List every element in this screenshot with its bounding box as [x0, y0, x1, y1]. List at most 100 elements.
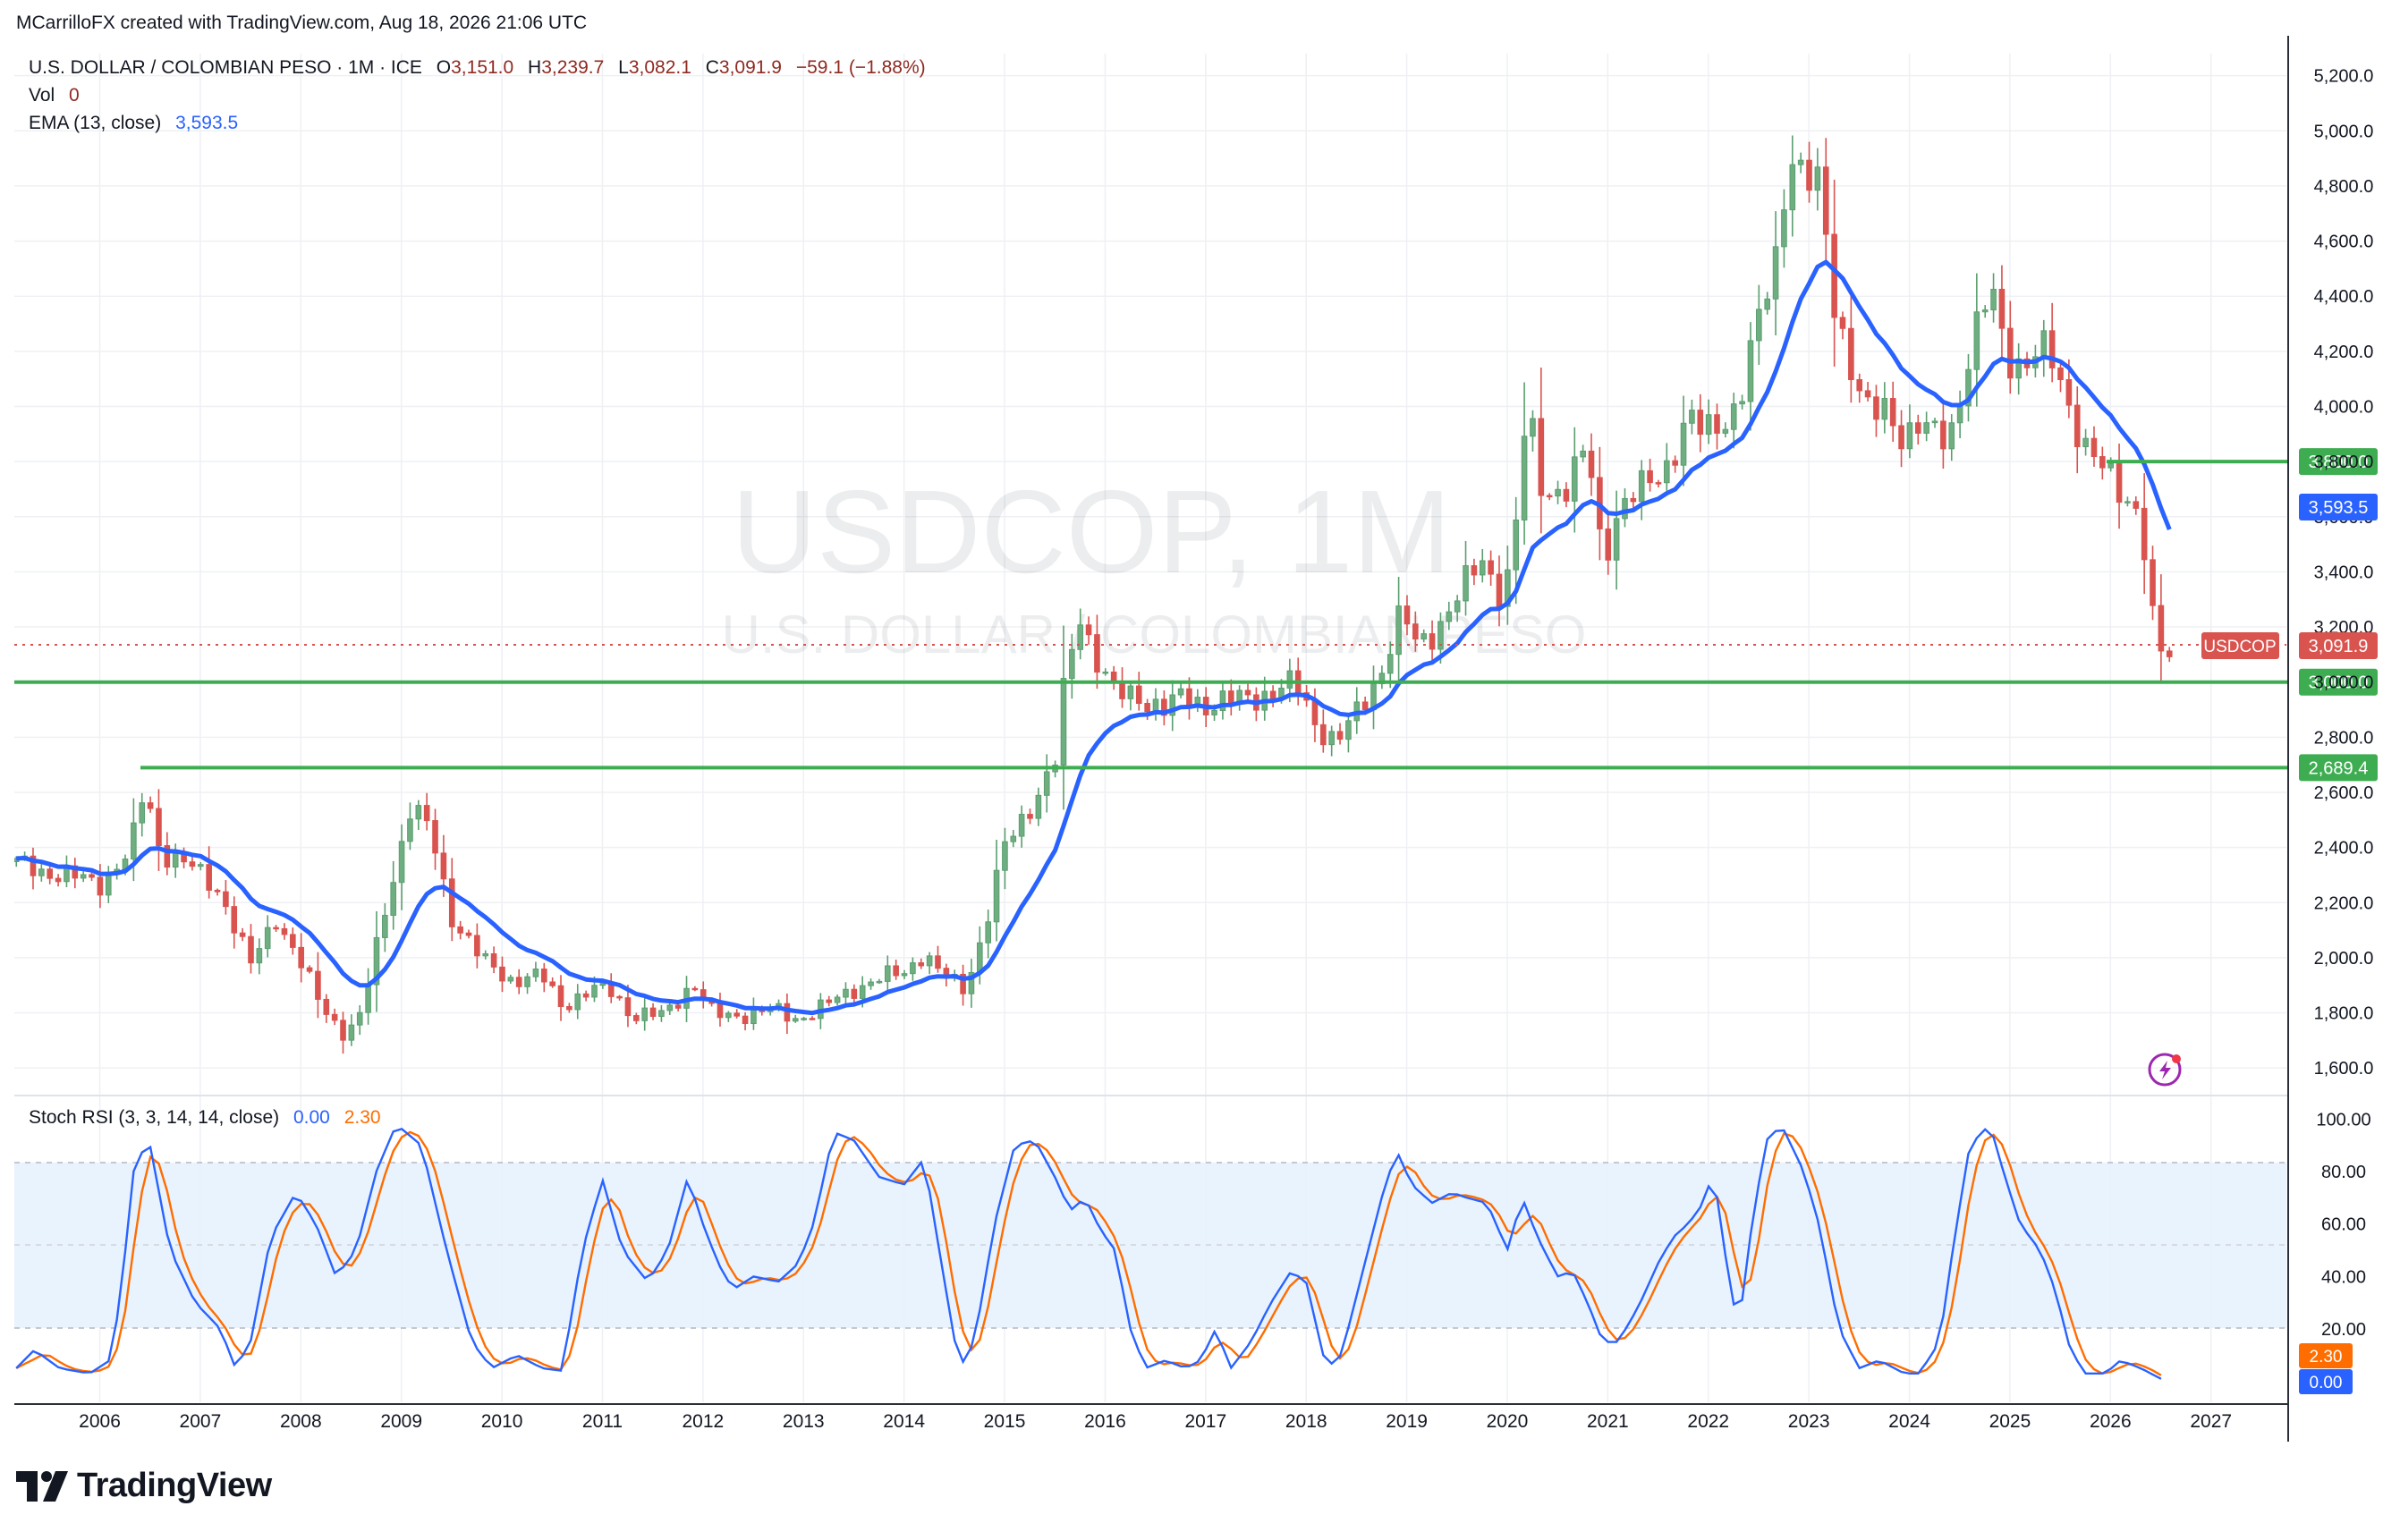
- candle-down: [89, 874, 95, 878]
- ohlc-open: O3,151.0: [437, 57, 513, 78]
- candle-down: [231, 906, 238, 934]
- time-tick-label: 2023: [1788, 1411, 1830, 1432]
- candle-up: [1948, 422, 1955, 450]
- candle-down: [784, 1003, 791, 1022]
- level-price-tag-label: 3,800.0: [2309, 453, 2369, 472]
- candle-down: [30, 855, 37, 876]
- candle-down: [97, 876, 104, 896]
- time-tick-label: 2014: [883, 1411, 925, 1432]
- candle-up: [348, 1024, 355, 1041]
- symbol-tag-label: USDCOP: [2203, 638, 2276, 656]
- ema-line: [16, 259, 2172, 1016]
- candle-up: [2040, 330, 2048, 358]
- candle-up: [1973, 311, 1980, 370]
- tradingview-logo-icon: [16, 1470, 68, 1502]
- volume-legend[interactable]: Vol 0: [29, 85, 80, 106]
- time-axis[interactable]: 2006 2007 2008 2009 2010 2011 2012 2013 2014 2015…: [79, 1411, 2232, 1432]
- candle-down: [432, 820, 438, 854]
- candle-down: [147, 802, 154, 809]
- ohlc-open-label: O: [436, 57, 452, 78]
- stoch-legend[interactable]: Stoch RSI (3, 3, 14, 14, close) 0.00 2.3…: [29, 1107, 381, 1129]
- stoch-k-tag-label: 0.00: [2310, 1374, 2343, 1392]
- candle-up: [993, 869, 1000, 923]
- level-price-tag-label: 3,000.0: [2309, 673, 2369, 693]
- time-tick-label: 2022: [1687, 1411, 1729, 1432]
- price-tick-label: 3,000.0: [2314, 673, 2374, 693]
- candle-up: [1446, 611, 1453, 622]
- price-tick-label: 4,800.0: [2314, 177, 2374, 197]
- candle-down: [1336, 731, 1344, 740]
- candle-down: [742, 1015, 749, 1025]
- candle-down: [281, 927, 288, 935]
- candle-down: [189, 861, 196, 867]
- candle-down: [248, 935, 254, 964]
- candle-down: [47, 868, 54, 879]
- candle-up: [524, 976, 530, 987]
- price-tick-label: 4,200.0: [2314, 343, 2374, 362]
- candle-up: [1923, 422, 1929, 434]
- candle-down: [72, 865, 79, 879]
- candle-up: [1505, 569, 1511, 607]
- candle-down: [1110, 671, 1117, 682]
- candle-up: [884, 965, 891, 982]
- candle-down: [331, 1013, 338, 1021]
- candle-down: [1588, 450, 1595, 478]
- ohlc-change: −59.1 (−1.88%): [795, 57, 926, 78]
- ema-price-tag-label: 3,593.5: [2309, 498, 2369, 518]
- candle-down: [1714, 414, 1720, 434]
- candle-up: [1127, 685, 1134, 699]
- candle-down: [323, 998, 330, 1015]
- candle-down: [624, 997, 632, 1017]
- symbol-legend[interactable]: U.S. DOLLAR / COLOMBIAN PESO · 1M · ICE …: [29, 57, 926, 79]
- candle-down: [214, 889, 221, 893]
- candle-up: [1747, 340, 1754, 402]
- candle-up: [1789, 164, 1796, 211]
- candle-up: [398, 841, 405, 884]
- candle-up: [1580, 450, 1586, 458]
- candle-up: [574, 993, 581, 1011]
- candle-up: [1797, 159, 1804, 165]
- time-tick-label: 2017: [1184, 1411, 1226, 1432]
- candle-up: [264, 927, 271, 950]
- candle-down: [1412, 623, 1419, 640]
- ohlc-high: H3,239.7: [528, 57, 604, 78]
- candle-up: [2107, 463, 2115, 469]
- level-price-tag: [2299, 668, 2378, 696]
- candle-down: [2150, 559, 2156, 606]
- candle-up: [792, 1018, 799, 1022]
- candle-down: [2141, 507, 2148, 561]
- candle-up: [1990, 288, 1997, 311]
- candle-down: [1119, 681, 1125, 699]
- candle-down: [448, 878, 455, 927]
- time-tick-label: 2013: [783, 1411, 825, 1432]
- candle-up: [38, 868, 45, 876]
- candle-up: [1454, 600, 1461, 613]
- candle-up: [1177, 688, 1184, 696]
- candle-down: [1085, 624, 1092, 636]
- candle-down: [1630, 497, 1637, 503]
- candle-down: [1471, 565, 1478, 576]
- candle-up: [1437, 621, 1444, 650]
- candle-up: [1663, 460, 1670, 484]
- candle-down: [2099, 456, 2106, 469]
- candle-down: [1311, 699, 1319, 725]
- ema-legend[interactable]: EMA (13, close) 3,593.5: [29, 113, 238, 134]
- candle-down: [55, 877, 62, 883]
- time-tick-label: 2020: [1487, 1411, 1529, 1432]
- oscillator-axis[interactable]: 100.00 80.00 60.00 40.00 20.00: [2316, 1110, 2370, 1339]
- symbol-description[interactable]: U.S. DOLLAR / COLOMBIAN PESO · 1M · ICE: [29, 57, 422, 78]
- candle-down: [1161, 698, 1167, 716]
- candle-down: [223, 891, 229, 908]
- lightning-alert-icon[interactable]: [2148, 1053, 2182, 1087]
- stoch-tick-label: 60.00: [2321, 1215, 2366, 1235]
- candle-down: [1186, 688, 1192, 707]
- candle-down: [1839, 317, 1846, 329]
- tradingview-logo[interactable]: TradingView: [16, 1467, 272, 1505]
- time-tick-label: 2018: [1285, 1411, 1327, 1432]
- candle-down: [549, 981, 555, 986]
- price-axis[interactable]: 5,200.0 5,000.0 4,800.0 4,600.0 4,400.0 4,200…: [2314, 67, 2374, 1079]
- candles: [14, 135, 2173, 1054]
- candle-up: [532, 969, 539, 977]
- time-tick-label: 2021: [1587, 1411, 1629, 1432]
